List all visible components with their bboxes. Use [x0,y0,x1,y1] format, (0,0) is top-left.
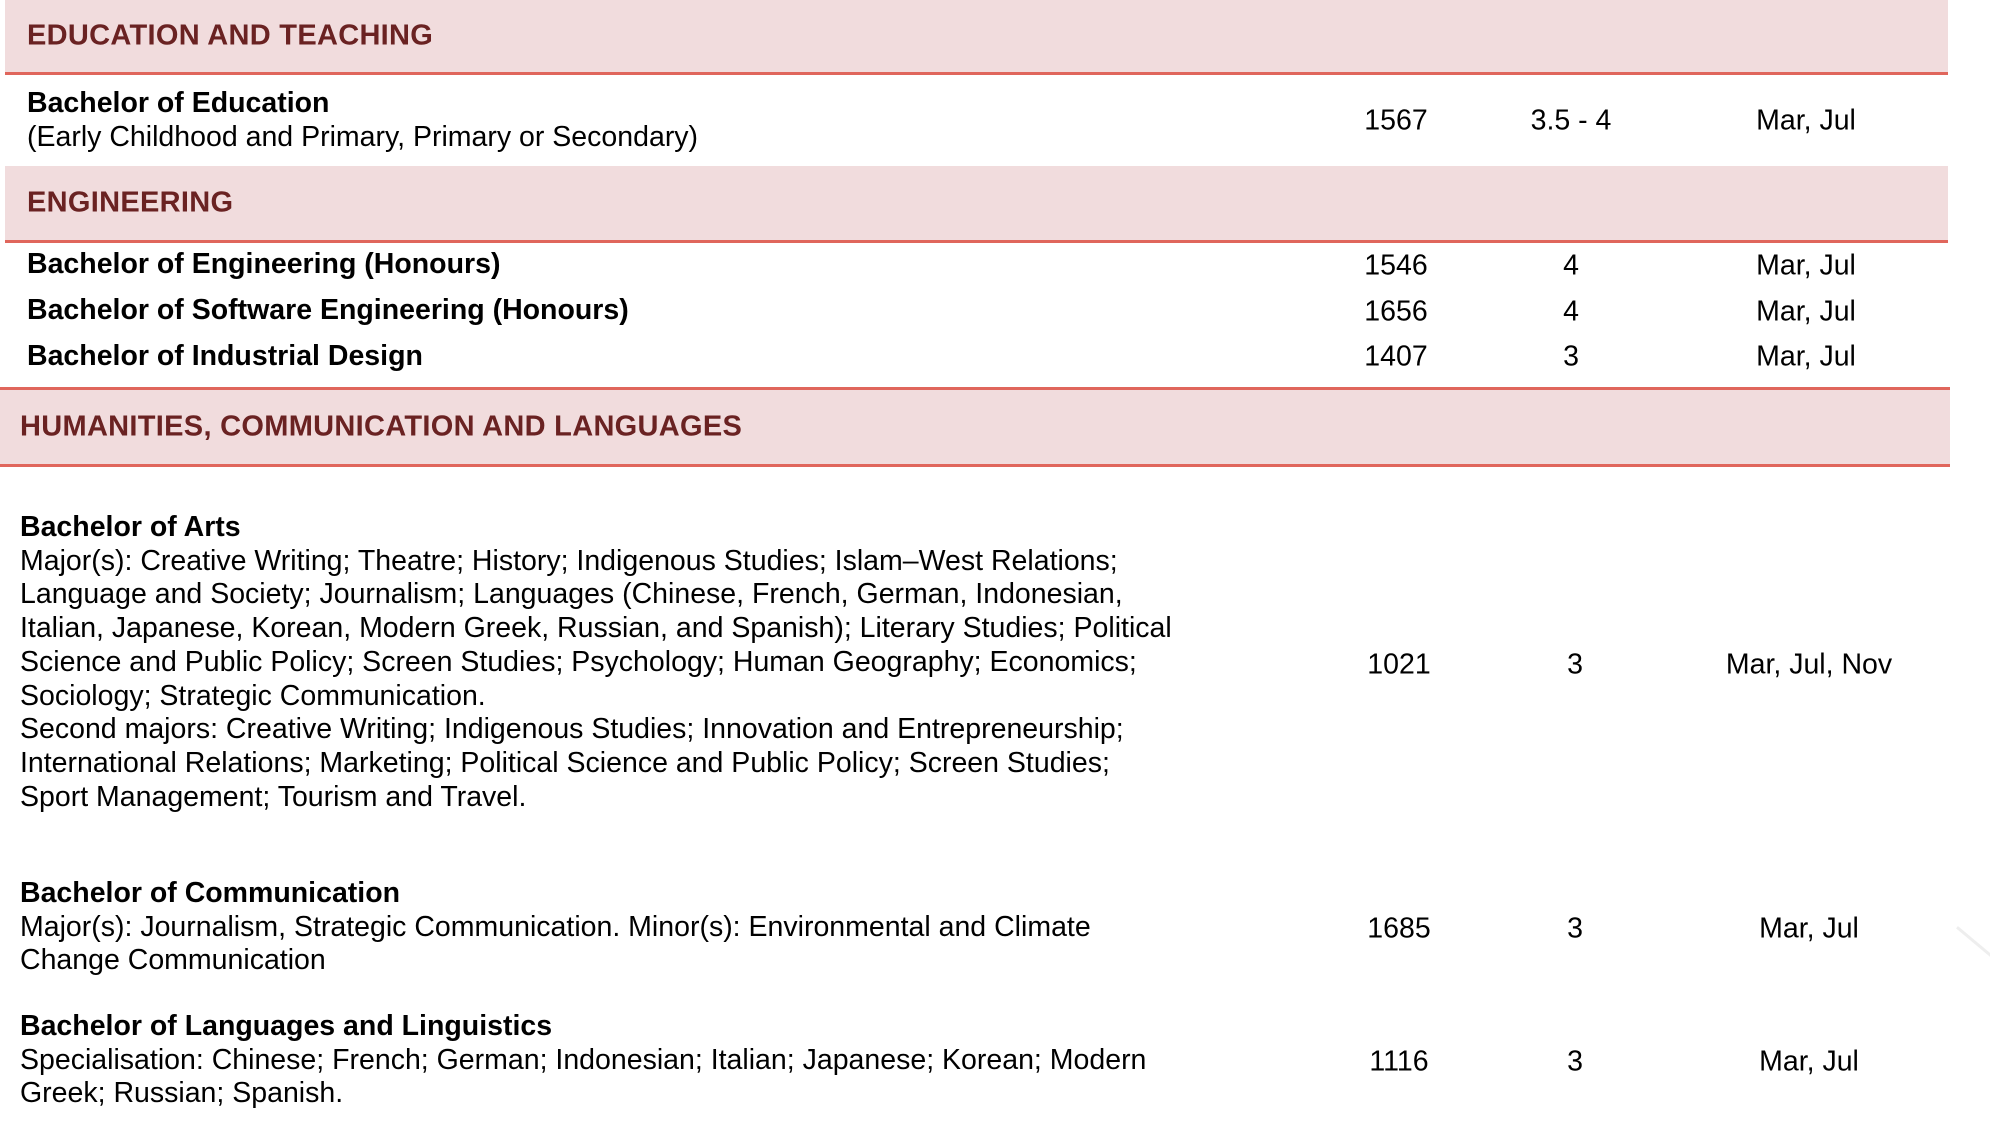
intake: Mar, Jul [1756,295,1856,328]
detail-line: Italian, Japanese, Korean, Modern Greek,… [20,612,1172,645]
intake: Mar, Jul, Nov [1725,648,1893,681]
years: 3 [1567,1045,1583,1078]
program-name: Bachelor of Education [27,87,330,119]
detail-line: Greek; Russian; Spanish. [20,1077,344,1110]
detail-line: Sociology; Strategic Communication. [20,679,486,712]
intake: Mar, Jul [1756,104,1856,137]
section-title: HUMANITIES, COMMUNICATION AND LANGUAGES [20,410,743,443]
decorative-line [1956,926,1990,967]
years: 3 [1567,912,1583,945]
detail-line: Change Communication [20,944,326,977]
detail-line: Language and Society; Journalism; Langua… [20,578,1123,611]
program-name: Bachelor of Communication [20,877,401,909]
program-name: Bachelor of Industrial Design [27,340,423,372]
code: 1021 [1367,648,1431,681]
code: 1116 [1369,1045,1429,1078]
section-header-engineering: ENGINEERING [5,166,1948,243]
program-ba: Bachelor of Arts Major(s): Creative Writ… [20,511,1172,814]
section-header-humanities: HUMANITIES, COMMUNICATION AND LANGUAGES [0,387,1950,467]
section-title: EDUCATION AND TEACHING [27,19,434,52]
detail-line: Second majors: Creative Writing; Indigen… [20,713,1124,746]
code: 1685 [1367,912,1431,945]
intake: Mar, Jul [1759,1045,1859,1078]
intake: Mar, Jul [1759,912,1859,945]
detail-line: Major(s): Journalism, Strategic Communic… [20,910,1091,943]
program-name: Bachelor of Software Engineering (Honour… [27,294,629,326]
program-name: Bachelor of Engineering (Honours) [27,248,501,280]
program-bed: Bachelor of Education (Early Childhood a… [27,87,698,154]
program-bcomm: Bachelor of Communication Major(s): Jour… [20,877,1091,978]
detail-line: International Relations; Marketing; Poli… [20,746,1110,779]
detail-line: Specialisation: Chinese; French; German;… [20,1043,1147,1076]
section-title: ENGINEERING [27,186,234,219]
detail-line: Major(s): Creative Writing; Theatre; His… [20,544,1118,577]
program-name: Bachelor of Languages and Linguistics [20,1010,553,1042]
code: 1546 [1364,249,1428,282]
program-name: Bachelor of Arts [20,511,241,543]
program-detail: (Early Childhood and Primary, Primary or… [27,120,699,153]
section-header-education: EDUCATION AND TEACHING [5,0,1948,75]
years: 4 [1563,295,1579,328]
program-bll: Bachelor of Languages and Linguistics Sp… [20,1010,1146,1111]
intake: Mar, Jul [1756,340,1856,373]
years: 4 [1563,249,1579,282]
intake: Mar, Jul [1756,249,1856,282]
detail-line: Sport Management; Tourism and Travel. [20,780,527,813]
years: 3.5 - 4 [1530,104,1612,137]
detail-line: Science and Public Policy; Screen Studie… [20,645,1137,678]
years: 3 [1567,648,1583,681]
years: 3 [1563,340,1579,373]
code: 1567 [1364,104,1428,137]
code: 1656 [1364,295,1428,328]
code: 1407 [1364,340,1428,373]
